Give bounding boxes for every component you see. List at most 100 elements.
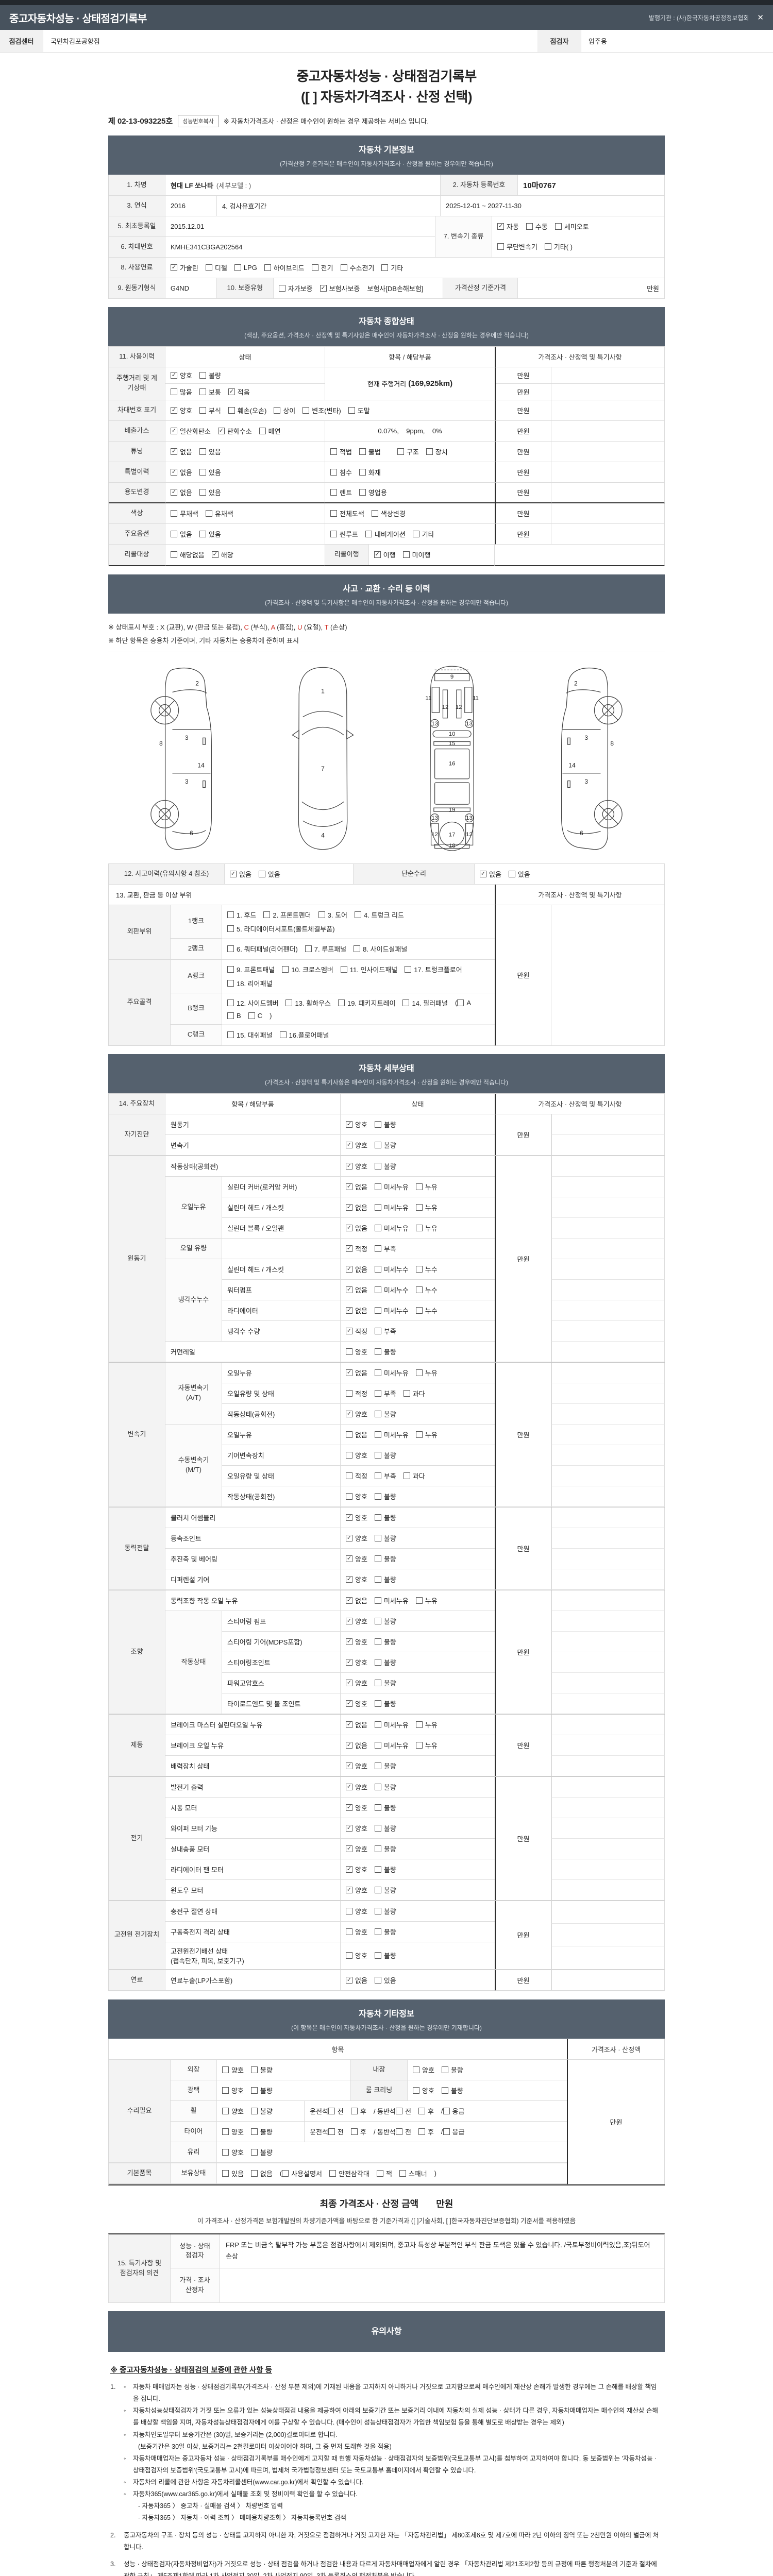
checkbox-box[interactable] (250, 2148, 258, 2156)
checkbox-box[interactable]: ✓ (346, 1617, 352, 1624)
checkbox-box[interactable] (171, 388, 177, 395)
checkbox[interactable]: 누유 (415, 1368, 438, 1378)
checkbox[interactable]: 사용설명서 (282, 2168, 322, 2178)
checkbox[interactable]: 침수 (330, 467, 352, 477)
checkbox-box[interactable] (374, 1976, 381, 1984)
checkbox-box[interactable] (258, 870, 265, 877)
checkbox-box[interactable] (374, 1245, 381, 1252)
checkbox[interactable]: ✓ 없음 (171, 487, 192, 497)
checkbox-box[interactable]: ✓ (346, 1514, 352, 1521)
checkbox-box[interactable] (376, 2170, 383, 2177)
checkbox[interactable]: 구조 (397, 447, 419, 456)
checkbox[interactable]: 과다 (403, 1388, 425, 1398)
checkbox-box[interactable]: ✓ (346, 1762, 352, 1769)
checkbox[interactable]: 무채색 (171, 509, 198, 518)
checkbox[interactable]: 미세누유 (374, 1182, 409, 1192)
checkbox-box[interactable] (374, 1741, 381, 1749)
checkbox[interactable]: 양호 (222, 2106, 244, 2116)
checkbox-box[interactable] (222, 2107, 229, 2114)
checkbox[interactable]: ✓ 양호 (346, 1637, 367, 1647)
checkbox-box[interactable] (374, 1638, 381, 1645)
checkbox-box[interactable] (199, 448, 206, 455)
checkbox-box[interactable]: ✓ (230, 870, 237, 877)
checkbox-box[interactable] (374, 1762, 381, 1769)
checkbox[interactable]: 부식 (199, 405, 221, 415)
checkbox[interactable]: ✓ 양호 (346, 1161, 367, 1171)
checkbox[interactable]: ✓ 없음 (346, 1264, 367, 1274)
checkbox[interactable]: 렌트 (330, 487, 352, 497)
checkbox[interactable]: 많음 (171, 387, 192, 397)
checkbox[interactable]: ✓ 없음 (346, 1223, 367, 1233)
checkbox-box[interactable] (374, 1804, 381, 1811)
checkbox[interactable]: A (457, 999, 471, 1007)
checkbox-box[interactable] (359, 468, 366, 476)
checkbox-box[interactable] (374, 1845, 381, 1852)
checkbox[interactable]: 불량 (374, 1513, 396, 1522)
checkbox[interactable]: 적법 (330, 447, 352, 456)
checkbox-box[interactable] (374, 1514, 381, 1521)
checkbox-box[interactable] (250, 2128, 258, 2135)
checkbox[interactable]: LPG (234, 264, 257, 272)
checkbox-box[interactable]: ✓ (217, 427, 225, 434)
checkbox-box[interactable] (374, 1327, 381, 1334)
checkbox-box[interactable] (374, 1493, 381, 1500)
checkbox-box[interactable] (359, 489, 366, 496)
checkbox-box[interactable]: ✓ (480, 870, 486, 877)
checkbox[interactable]: 불량 (441, 2065, 463, 2075)
checkbox-box[interactable] (415, 1721, 423, 1728)
checkbox[interactable]: 불량 (250, 2086, 273, 2095)
checkbox[interactable]: 후 (350, 2127, 366, 2137)
checkbox[interactable]: 색상변경 (371, 509, 406, 518)
checkbox-box[interactable] (415, 1431, 423, 1438)
checkbox[interactable]: 불량 (374, 1782, 396, 1792)
checkbox[interactable]: 전체도색 (330, 509, 364, 518)
checkbox[interactable]: ✓ 이행 (374, 550, 396, 560)
checkbox[interactable]: 상이 (274, 405, 295, 415)
checkbox-box[interactable] (346, 1431, 352, 1438)
checkbox[interactable]: 불량 (250, 2106, 273, 2116)
checkbox[interactable]: 1. 후드 (227, 910, 256, 920)
checkbox[interactable]: ✓ 양호 (346, 1533, 367, 1543)
checkbox-box[interactable] (359, 448, 366, 455)
checkbox[interactable]: 매연 (259, 426, 281, 436)
checkbox-box[interactable] (374, 1265, 381, 1273)
checkbox[interactable]: ✓ 양호 (346, 1885, 367, 1895)
checkbox-box[interactable]: ✓ (346, 1121, 352, 1128)
checkbox[interactable]: 불량 (374, 1885, 396, 1895)
checkbox[interactable]: 불법 (359, 447, 381, 456)
checkbox-box[interactable] (250, 2170, 258, 2177)
checkbox-box[interactable] (318, 911, 325, 918)
checkbox[interactable]: 장치 (426, 447, 448, 456)
checkbox-box[interactable] (374, 1907, 381, 1914)
checkbox[interactable]: 기타 (381, 263, 403, 273)
checkbox[interactable]: 10. 크로스멤버 (282, 964, 333, 974)
checkbox[interactable]: 2. 프론트펜더 (263, 910, 311, 920)
checkbox-box[interactable] (374, 1783, 381, 1790)
checkbox-box[interactable] (222, 2066, 229, 2073)
checkbox-box[interactable] (199, 530, 206, 537)
checkbox-box[interactable] (374, 1224, 381, 1231)
checkbox[interactable]: 적정 (346, 1471, 367, 1481)
checkbox[interactable]: 미이행 (402, 550, 430, 560)
checkbox-box[interactable] (205, 264, 212, 271)
checkbox-box[interactable] (346, 1472, 352, 1479)
checkbox[interactable]: 있음 (508, 869, 530, 879)
checkbox[interactable]: 양호 (222, 2147, 244, 2157)
checkbox[interactable]: 5. 라디에이터서포트(볼트체결부품) (227, 924, 335, 934)
checkbox[interactable]: 불량 (374, 1865, 396, 1874)
checkbox[interactable]: 6. 쿼터패널(리어펜더) (227, 944, 298, 954)
checkbox[interactable]: ✓ 양호 (346, 1678, 367, 1688)
checkbox[interactable]: 하이브리드 (264, 263, 305, 273)
checkbox[interactable]: 불량 (374, 1823, 396, 1833)
checkbox-box[interactable]: ✓ (346, 1638, 352, 1645)
checkbox[interactable]: 3. 도어 (318, 910, 347, 920)
checkbox[interactable]: 있음 (199, 467, 221, 477)
checkbox[interactable]: 양호 (346, 1492, 367, 1501)
checkbox[interactable]: 없음 (346, 1430, 367, 1439)
checkbox-box[interactable] (374, 1575, 381, 1583)
checkbox-box[interactable] (374, 1369, 381, 1376)
checkbox-box[interactable]: ✓ (228, 388, 235, 395)
checkbox[interactable]: 없음 (250, 2168, 273, 2178)
checkbox[interactable]: 미세누수 (374, 1264, 409, 1274)
checkbox[interactable]: 있음 (258, 869, 280, 879)
